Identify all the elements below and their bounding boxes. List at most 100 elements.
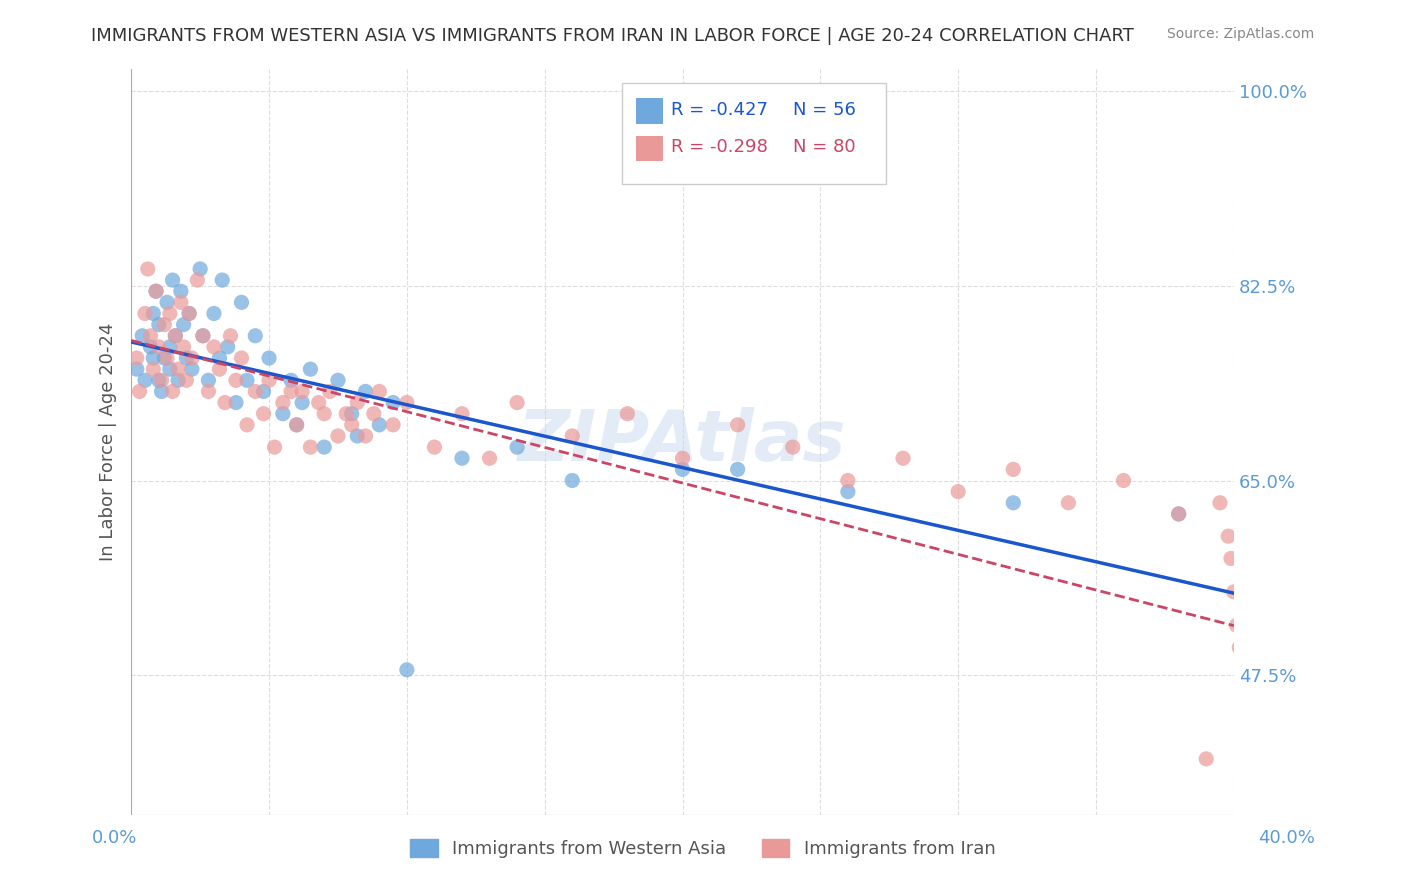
Point: [136, 262, 159, 277]
Point: [245, 384, 267, 399]
Point: [191, 328, 214, 343]
Point: [314, 440, 336, 454]
Point: [299, 362, 322, 376]
Point: [1002, 496, 1025, 510]
Point: [131, 328, 153, 343]
Point: [671, 451, 693, 466]
Point: [145, 284, 167, 298]
Text: 40.0%: 40.0%: [1258, 829, 1315, 847]
Point: [1218, 529, 1240, 543]
Point: [219, 328, 242, 343]
FancyBboxPatch shape: [636, 136, 662, 161]
Point: [837, 484, 859, 499]
Point: [395, 663, 418, 677]
Point: [363, 407, 385, 421]
Point: [134, 373, 156, 387]
Text: R = -0.427: R = -0.427: [672, 101, 769, 119]
Point: [153, 318, 176, 332]
Point: [782, 440, 804, 454]
Point: [291, 395, 314, 409]
Point: [1220, 551, 1243, 566]
Point: [299, 440, 322, 454]
Point: [1209, 496, 1232, 510]
Point: [340, 417, 363, 432]
Point: [1244, 774, 1267, 789]
Point: [451, 407, 474, 421]
Point: [142, 362, 165, 376]
Point: [179, 306, 201, 320]
Point: [197, 384, 219, 399]
Point: [1223, 585, 1246, 599]
Point: [1230, 663, 1253, 677]
Text: 0.0%: 0.0%: [91, 829, 136, 847]
Point: [179, 306, 201, 320]
Point: [354, 384, 377, 399]
Text: ZIPAtlas: ZIPAtlas: [519, 407, 846, 476]
Point: [335, 407, 357, 421]
Point: [382, 417, 405, 432]
Point: [148, 373, 170, 387]
Point: [170, 284, 193, 298]
Point: [1225, 618, 1247, 632]
Point: [153, 351, 176, 365]
Point: [180, 351, 202, 365]
Point: [616, 407, 638, 421]
Point: [346, 429, 368, 443]
Point: [176, 351, 198, 365]
Point: [271, 395, 294, 409]
Point: [561, 474, 583, 488]
Point: [506, 395, 529, 409]
Point: [162, 273, 184, 287]
Text: N = 56: N = 56: [793, 101, 856, 119]
Point: [727, 462, 749, 476]
Point: [125, 362, 148, 376]
Point: [145, 284, 167, 298]
Point: [257, 351, 280, 365]
Point: [165, 328, 187, 343]
Point: [1241, 752, 1264, 766]
Point: [837, 474, 859, 488]
Point: [173, 340, 195, 354]
Point: [211, 273, 233, 287]
Point: [231, 295, 253, 310]
Point: [946, 484, 969, 499]
Point: [139, 340, 162, 354]
Point: [891, 451, 914, 466]
Point: [1112, 474, 1135, 488]
Point: [150, 384, 173, 399]
Point: [1195, 752, 1218, 766]
Point: [368, 417, 391, 432]
Point: [423, 440, 446, 454]
Point: [125, 351, 148, 365]
Point: [1167, 507, 1189, 521]
Point: [1236, 730, 1258, 744]
Point: [252, 384, 274, 399]
Point: [225, 395, 247, 409]
Point: [314, 407, 336, 421]
FancyBboxPatch shape: [636, 98, 662, 124]
Point: [252, 407, 274, 421]
Point: [159, 306, 181, 320]
Point: [395, 395, 418, 409]
Point: [176, 373, 198, 387]
Point: [1233, 696, 1256, 710]
Point: [217, 340, 239, 354]
Point: [368, 384, 391, 399]
Point: [263, 440, 285, 454]
Point: [382, 395, 405, 409]
Point: [326, 429, 349, 443]
Text: R = -0.298: R = -0.298: [672, 138, 768, 156]
FancyBboxPatch shape: [621, 84, 886, 184]
Point: [346, 395, 368, 409]
Point: [280, 373, 302, 387]
Y-axis label: In Labor Force | Age 20-24: In Labor Force | Age 20-24: [100, 322, 117, 561]
Point: [318, 384, 340, 399]
Point: [167, 373, 190, 387]
Point: [225, 373, 247, 387]
Point: [1250, 797, 1272, 811]
Point: [478, 451, 501, 466]
Point: [214, 395, 236, 409]
Point: [291, 384, 314, 399]
Point: [671, 462, 693, 476]
Point: [202, 306, 225, 320]
